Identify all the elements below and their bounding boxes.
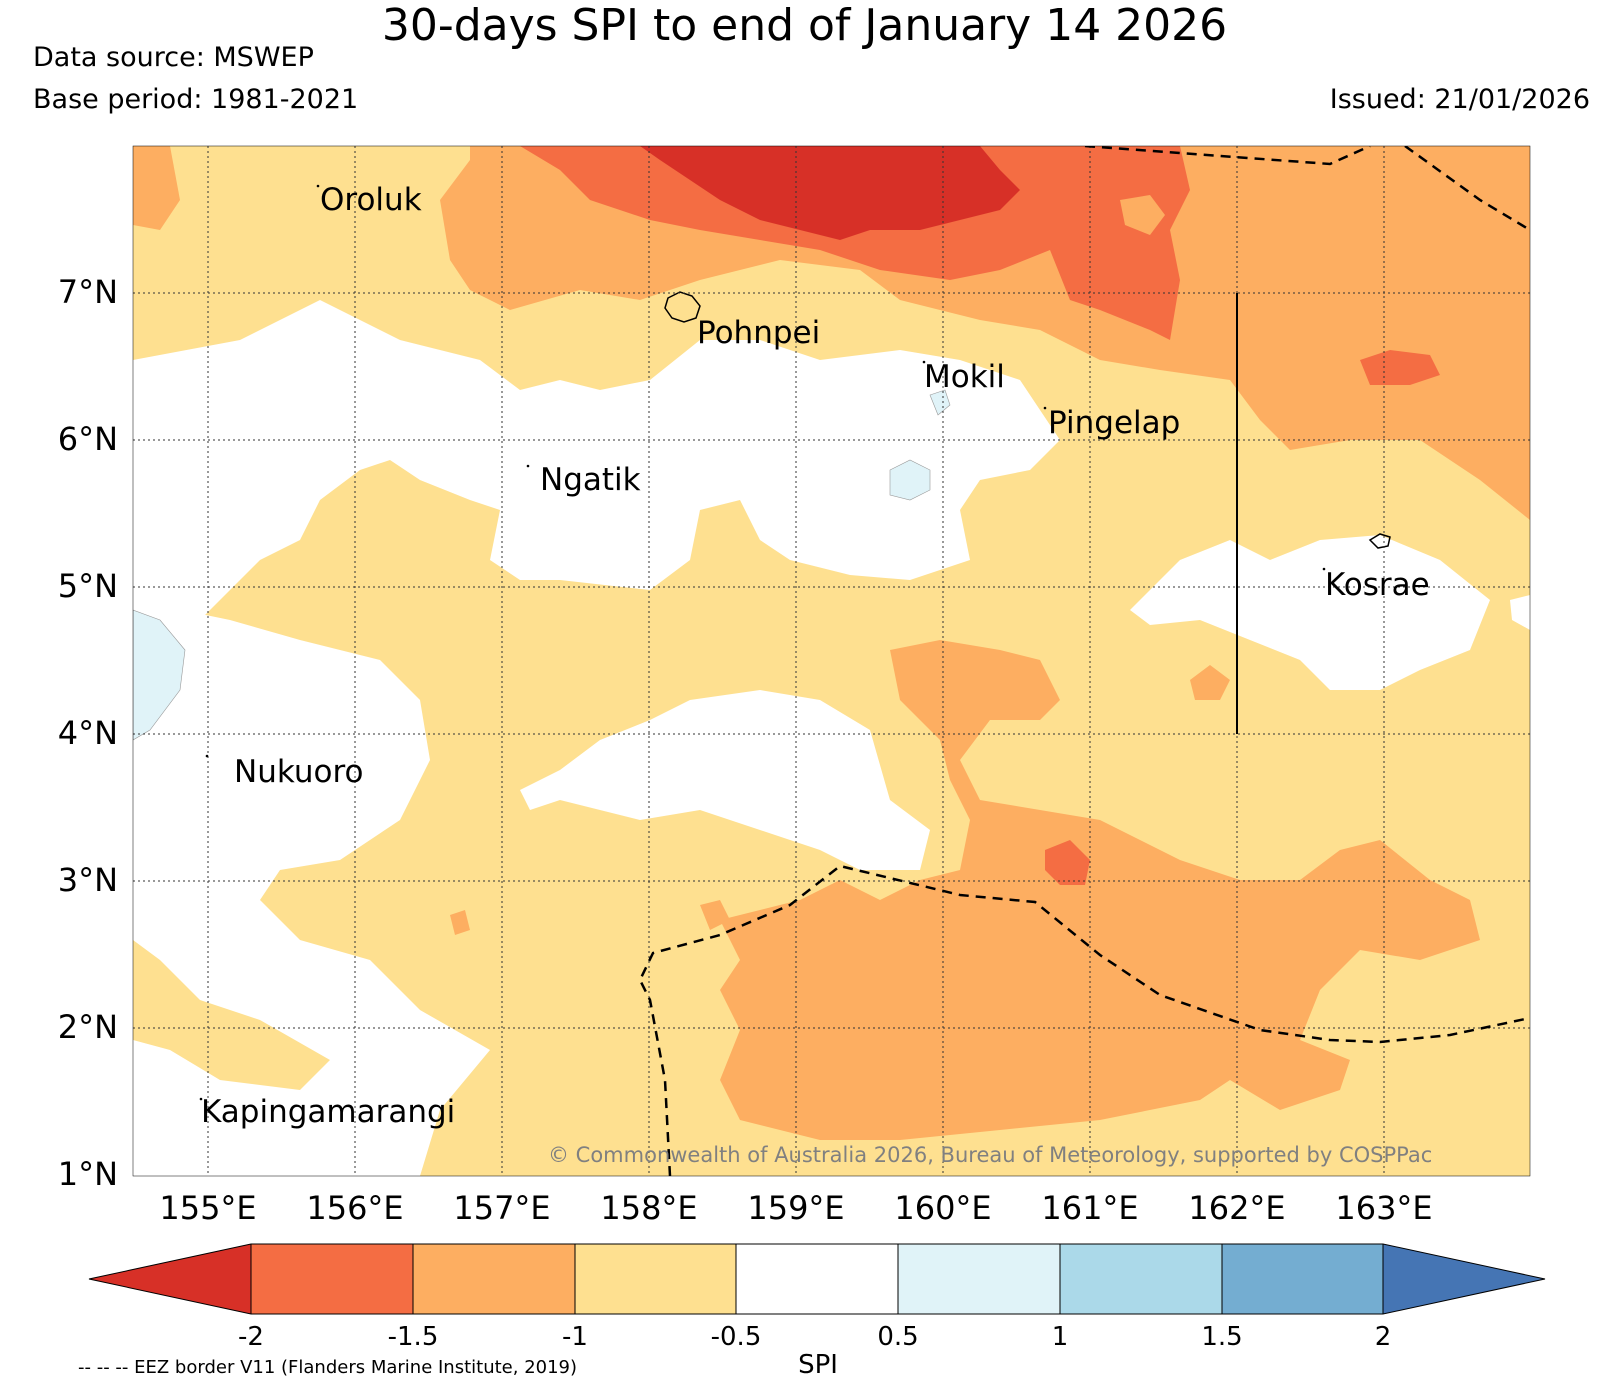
wet-region-west <box>133 609 186 741</box>
lat-label-4n: 4°N <box>58 714 118 752</box>
colorbar-tick-2: 2 <box>1375 1322 1392 1352</box>
eez-border-south <box>638 864 1530 1176</box>
colorbar-outline <box>88 1243 1546 1315</box>
place-markers <box>199 184 1326 1101</box>
colorbar-tick-minus1: -1 <box>562 1322 588 1352</box>
colorbar-tick-1: 1 <box>1052 1322 1069 1352</box>
colorbar-segment-minus2-to-minus1.5 <box>251 1244 413 1314</box>
wet-region-mokil <box>929 389 951 416</box>
lon-label-161e: 161°E <box>1041 1189 1138 1227</box>
issued-date-label: Issued: 21/01/2026 <box>1329 84 1590 115</box>
dry-region-small-kosrae <box>1190 665 1230 700</box>
dry-region-small-central <box>700 900 730 930</box>
colorbar-tick-0.5: 0.5 <box>877 1322 918 1352</box>
place-label-mokil: Mokil <box>924 359 1005 395</box>
dry-hole-north <box>1120 195 1165 235</box>
near-normal-region-north <box>133 300 1060 730</box>
colorbar-segment-1.5-to-2 <box>1222 1244 1383 1314</box>
data-source-label: Data source: MSWEP <box>33 42 314 73</box>
severe-dry-region-south <box>1045 840 1090 885</box>
eez-border-legend-note: -- -- -- EEZ border V11 (Flanders Marine… <box>78 1357 577 1378</box>
oroluk-marker <box>316 184 320 188</box>
lat-label-6n: 6°N <box>58 420 118 458</box>
dry-region-small-west <box>450 910 470 935</box>
colorbar-segment-1-to-1.5 <box>1060 1244 1222 1314</box>
place-label-kapingamarangi: Kapingamarangi <box>201 1094 455 1130</box>
ngatik-marker <box>526 464 530 468</box>
place-label-pohnpei: Pohnpei <box>697 315 820 351</box>
lat-label-5n: 5°N <box>58 567 118 605</box>
kosrae-marker <box>1322 567 1326 571</box>
lon-label-163e: 163°E <box>1335 1189 1432 1227</box>
colorbar-extend-high <box>1383 1244 1545 1314</box>
mokil-marker <box>922 360 926 364</box>
dry-region-northwest <box>133 146 180 230</box>
lon-label-159e: 159°E <box>747 1189 844 1227</box>
colorbar-segment-minus1-to-minus0.5 <box>575 1244 736 1314</box>
pingelap-marker <box>1043 406 1047 410</box>
lon-label-158e: 158°E <box>600 1189 697 1227</box>
extreme-dry-region-north <box>640 146 1020 240</box>
longitude-labels: 155°E 156°E 157°E 158°E 159°E 160°E 161°… <box>159 1189 1432 1227</box>
lon-label-155e: 155°E <box>159 1189 256 1227</box>
place-labels: Oroluk Pohnpei Mokil Pingelap Ngatik Kos… <box>201 182 1430 1130</box>
graticule <box>133 146 1530 1176</box>
lon-label-156e: 156°E <box>306 1189 403 1227</box>
colorbar-segment-minus0.5-to-0.5 <box>736 1244 898 1314</box>
dry-region-north <box>133 146 1530 520</box>
place-label-oroluk: Oroluk <box>320 182 422 218</box>
base-period-label: Base period: 1981-2021 <box>33 84 359 115</box>
lat-label-7n: 7°N <box>58 273 118 311</box>
place-label-nukuoro: Nukuoro <box>234 754 363 790</box>
lon-label-160e: 160°E <box>894 1189 991 1227</box>
eez-borders <box>638 146 1530 1176</box>
colorbar-tick-minus0.5: -0.5 <box>711 1322 762 1352</box>
lat-label-2n: 2°N <box>58 1008 118 1046</box>
map-title: 30-days SPI to end of January 14 2026 <box>381 0 1228 51</box>
latitude-labels: 7°N 6°N 5°N 4°N 3°N 2°N 1°N <box>58 273 118 1193</box>
dry-region-south-central <box>720 640 1480 1140</box>
colorbar-axis-label: SPI <box>798 1350 838 1380</box>
eez-border-northeast <box>1404 146 1530 232</box>
colorbar-tick-labels: -2 -1.5 -1 -0.5 0.5 1 1.5 2 <box>238 1322 1391 1352</box>
map-frame <box>132 145 1531 1177</box>
wet-region-central <box>889 459 931 501</box>
kapingamarangi-marker <box>199 1097 203 1101</box>
lon-label-157e: 157°E <box>453 1189 550 1227</box>
colorbar-extend-low <box>89 1244 251 1314</box>
lat-label-3n: 3°N <box>58 861 118 899</box>
nukuoro-marker <box>205 754 209 758</box>
place-label-kosrae: Kosrae <box>1325 567 1430 603</box>
near-normal-region-kosrae <box>1130 535 1490 690</box>
place-label-ngatik: Ngatik <box>540 462 641 498</box>
near-normal-region-west <box>133 600 490 1176</box>
copyright-credit: © Commonwealth of Australia 2026, Bureau… <box>548 1143 1432 1167</box>
lat-label-1n: 1°N <box>58 1155 118 1193</box>
eez-border-north <box>1084 146 1371 166</box>
colorbar-tick-1.5: 1.5 <box>1201 1322 1242 1352</box>
colorbar-tick-minus1.5: -1.5 <box>388 1322 439 1352</box>
near-normal-region-east-edge <box>1510 595 1530 630</box>
near-normal-region-central <box>520 690 930 870</box>
colorbar-segment-minus1.5-to-minus1 <box>413 1244 575 1314</box>
spi-contour-field: Oroluk Pohnpei Mokil Pingelap Ngatik Kos… <box>133 146 1530 1176</box>
colorbar-segment-0.5-to-1 <box>898 1244 1060 1314</box>
place-label-pingelap: Pingelap <box>1048 405 1180 441</box>
spi-colorbar: -2 -1.5 -1 -0.5 0.5 1 1.5 2 SPI <box>88 1243 1546 1380</box>
colorbar-tick-minus2: -2 <box>238 1322 264 1352</box>
severe-dry-region-east <box>1360 350 1440 385</box>
kosrae-island-outline <box>1368 533 1391 549</box>
severe-dry-region-north <box>520 146 1190 340</box>
lon-label-162e: 162°E <box>1188 1189 1285 1227</box>
